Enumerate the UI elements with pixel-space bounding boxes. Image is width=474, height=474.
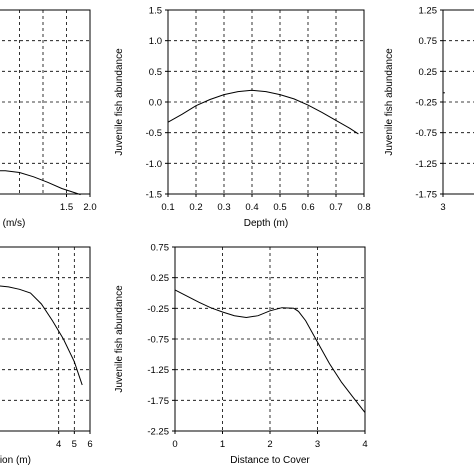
x-tick-label: 0 <box>172 439 177 450</box>
chart-panel-distance: -2.25 -1.75 -1.25 -0.75 -0.25 0.25 0.75 0 1 2 3 4 Di… <box>114 243 368 467</box>
chart-panel-substrate: -1.75 -1.25 -0.75 -0.25 0.25 0.75 1.25 3 Juvenil… <box>384 6 474 213</box>
y-tick-label: -1.75 <box>415 190 437 201</box>
y-tick-label: -1.75 <box>147 396 169 407</box>
x-tick-label: 6 <box>87 439 92 450</box>
plot-frame <box>0 9 91 195</box>
y-tick-label: -0.5 <box>146 128 162 139</box>
y-tick-label: 0.0 <box>149 98 162 109</box>
x-tick-label: 1 <box>220 439 225 450</box>
y-axis-label: Juvenile fish abundance <box>114 285 125 393</box>
x-tick-label: 4 <box>56 439 61 450</box>
x-tick-label: 0.8 <box>357 202 370 213</box>
plot-frame <box>0 246 91 432</box>
y-tick-label: -1.25 <box>415 159 437 170</box>
chart-panel-elevation: 4 5 6 tion (m) <box>0 246 93 466</box>
series-line <box>0 285 83 386</box>
y-tick-label: -1.5 <box>146 190 162 201</box>
y-tick-label: -0.75 <box>415 128 437 139</box>
x-tick-label: 0.1 <box>161 202 174 213</box>
chart-panel-depth: -1.5 -1.0 -0.5 0.0 0.5 1.0 1.5 0.1 0.2 0.3 0.4 0.5 0… <box>114 6 371 230</box>
x-tick-label: 0.7 <box>329 202 342 213</box>
x-tick-label: 3 <box>315 439 320 450</box>
y-tick-label: 0.25 <box>419 67 438 78</box>
x-axis-label: tion (m) <box>0 455 31 466</box>
x-tick-label: 1.5 <box>60 202 73 213</box>
x-tick-label: 3 <box>440 202 445 213</box>
y-tick-label: 0.75 <box>419 36 438 47</box>
x-tick-label: 5 <box>72 439 77 450</box>
y-tick-label: 1.0 <box>149 36 162 47</box>
series-line <box>174 289 366 413</box>
x-tick-label: 0.6 <box>301 202 314 213</box>
y-tick-label: 0.25 <box>151 273 170 284</box>
chart-panel-velocity: 1.5 2.0 (m/s) <box>0 9 97 229</box>
series-line <box>0 170 81 196</box>
y-tick-label: 1.25 <box>419 6 438 17</box>
x-tick-label: 2 <box>267 439 272 450</box>
y-tick-label: 0.75 <box>151 243 170 254</box>
y-tick-label: -0.25 <box>147 304 169 315</box>
y-axis-label: Juvenile fish abundance <box>384 48 395 156</box>
y-tick-label: -1.25 <box>147 365 169 376</box>
x-tick-label: 0.3 <box>217 202 230 213</box>
y-tick-label: -2.25 <box>147 427 169 438</box>
y-tick-label: -1.0 <box>146 159 162 170</box>
series-line <box>167 89 359 135</box>
x-axis-label: (m/s) <box>3 218 26 229</box>
y-tick-label: -0.25 <box>415 98 437 109</box>
x-axis-label: Distance to Cover <box>230 455 310 466</box>
x-tick-label: 0.2 <box>189 202 202 213</box>
x-axis-label: Depth (m) <box>244 218 288 229</box>
x-tick-label: 0.5 <box>273 202 286 213</box>
x-tick-label: 4 <box>362 439 367 450</box>
y-tick-label: 0.5 <box>149 67 162 78</box>
x-tick-label: 2.0 <box>83 202 96 213</box>
x-tick-label: 0.4 <box>245 202 258 213</box>
y-axis-label: Juvenile fish abundance <box>114 48 125 156</box>
y-tick-label: -0.75 <box>147 335 169 346</box>
y-tick-label: 1.5 <box>149 6 162 17</box>
